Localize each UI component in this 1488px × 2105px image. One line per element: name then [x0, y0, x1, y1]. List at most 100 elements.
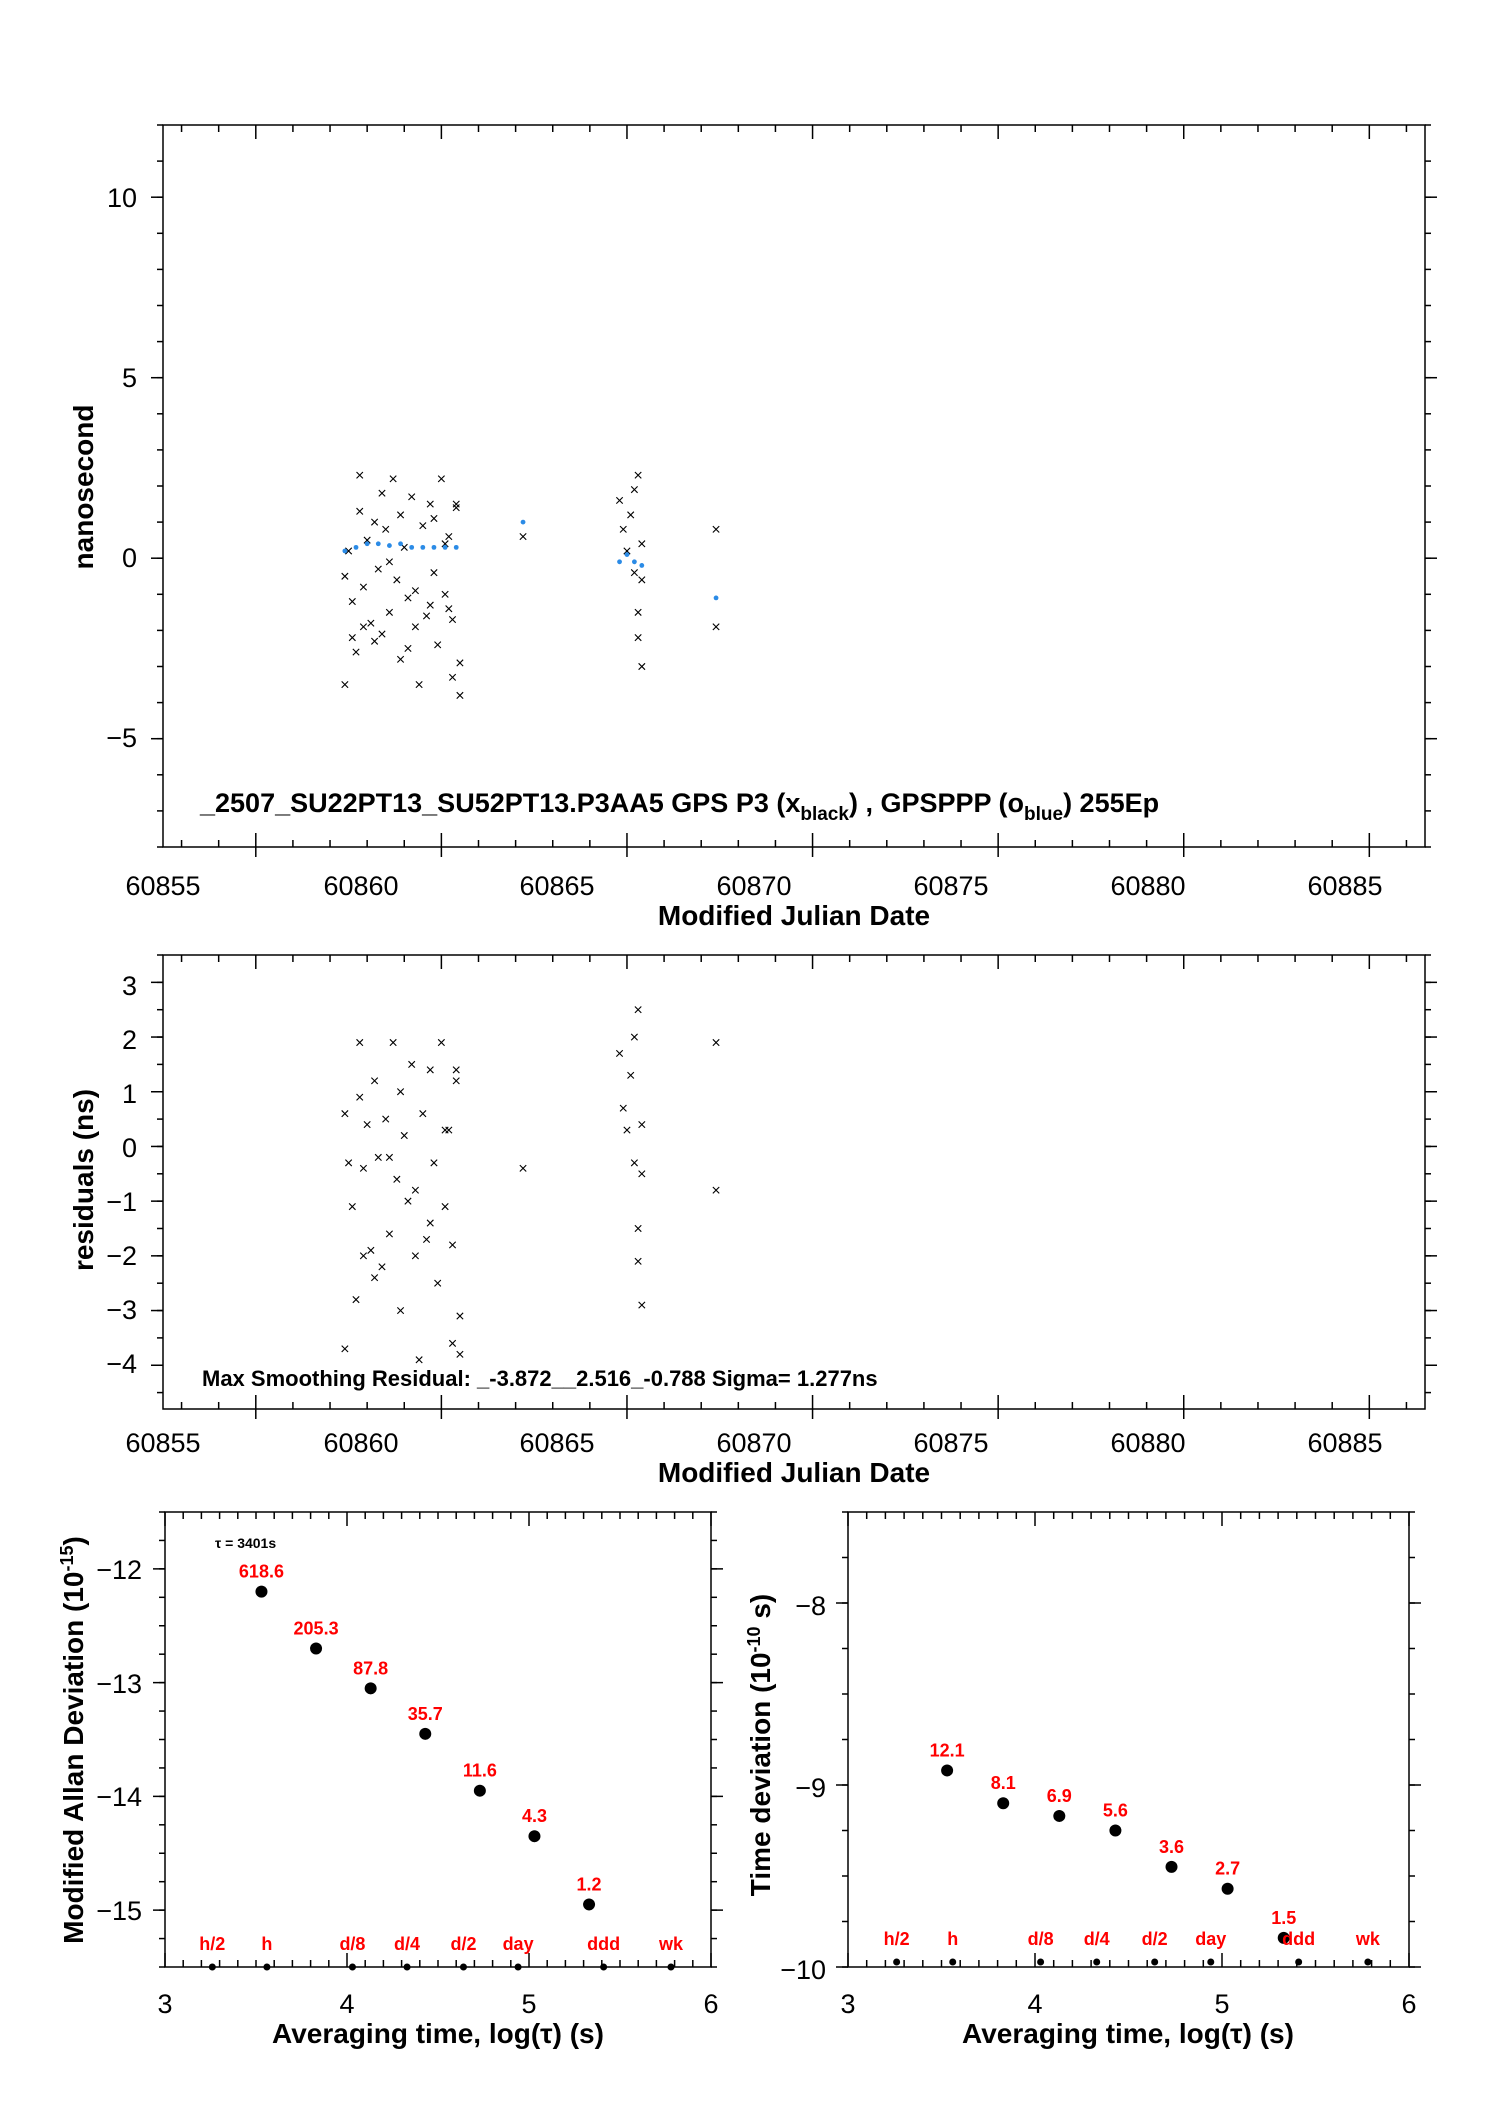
point-0-4 — [352, 1296, 360, 1304]
point-0-53 — [627, 511, 635, 519]
panel2-ytick-0: 3 — [122, 971, 137, 1001]
point-0-13 — [382, 525, 390, 533]
marker-dot-ddd — [600, 1963, 608, 1971]
deviation-point-3 — [1109, 1824, 1122, 1837]
point-0-12 — [378, 1263, 386, 1271]
deviation-point-5 — [1221, 1882, 1234, 1895]
panel1-ticks — [151, 124, 1437, 857]
panel2-ytick-7: −4 — [106, 1349, 137, 1379]
deviation-label-1: 8.1 — [991, 1773, 1016, 1793]
panel1-xtick-6: 60885 — [1307, 871, 1382, 901]
panel2-xlabel: Modified Julian Date — [658, 1457, 930, 1488]
point-0-27 — [434, 1279, 442, 1287]
point-0-40 — [396, 1088, 405, 1096]
deviation-label-3: 35.7 — [408, 1704, 443, 1724]
panel1-ytick-1: 5 — [122, 363, 137, 393]
point-0-11 — [374, 1153, 382, 1161]
point-0-17 — [396, 1306, 405, 1315]
marker-dot-day — [1207, 1958, 1215, 1966]
panel-timeseries: 60855 60860 60865 60870 60875 60880 6088… — [68, 124, 1437, 931]
panel1-ytick-0: 10 — [107, 183, 137, 213]
marker-label-ddd: ddd — [587, 1934, 620, 1954]
panel3-ytick-2: −14 — [96, 1782, 142, 1812]
marker-label-d/2: d/2 — [1142, 1929, 1168, 1949]
point-0-35 — [452, 500, 460, 508]
deviation-label-1: 205.3 — [294, 1619, 339, 1639]
point-1-6 — [409, 544, 415, 550]
marker-label-wk: wk — [658, 1934, 684, 1954]
marker-dot-d/4 — [403, 1963, 411, 1971]
point-0-33 — [456, 659, 464, 667]
point-1-14 — [631, 559, 637, 565]
point-0-38 — [370, 637, 379, 645]
deviation-label-2: 6.9 — [1047, 1786, 1072, 1806]
point-0-31 — [448, 1339, 457, 1347]
deviation-point-6 — [1277, 1931, 1290, 1944]
point-0-59 — [630, 486, 638, 494]
panel1-points — [341, 471, 720, 699]
point-0-50 — [615, 496, 624, 505]
point-0-42 — [426, 1219, 434, 1227]
point-0-0 — [341, 572, 349, 580]
point-0-33 — [456, 1312, 464, 1320]
marker-dot-d/8 — [1037, 1958, 1045, 1966]
point-1-2 — [364, 541, 370, 547]
point-0-23 — [419, 522, 427, 530]
point-0-53 — [638, 1170, 646, 1178]
point-0-6 — [356, 507, 364, 515]
marker-label-h: h — [947, 1929, 958, 1949]
marker-dot-d/8 — [348, 1963, 356, 1971]
point-1-11 — [520, 519, 526, 525]
panel1-info: _2507_SU22PT13_SU52PT13.P3AA5 GPS P3 (xb… — [199, 788, 1159, 825]
deviation-point-1 — [997, 1797, 1010, 1810]
deviation-point-2 — [1053, 1809, 1066, 1822]
panel2-ytick-3: 0 — [122, 1133, 137, 1163]
point-1-1 — [353, 544, 359, 550]
deviation-label-6: 1.2 — [577, 1874, 602, 1894]
point-0-41 — [411, 623, 419, 631]
point-0-24 — [422, 1235, 431, 1244]
panel4-ticks — [836, 1511, 1421, 1968]
panel3-xtick-3: 6 — [703, 1989, 718, 2019]
point-0-52 — [638, 1301, 646, 1309]
point-0-45 — [615, 1049, 624, 1058]
point-1-9 — [442, 544, 448, 550]
point-0-43 — [441, 540, 449, 548]
point-0-26 — [430, 569, 438, 577]
point-0-36 — [448, 615, 457, 624]
point-0-57 — [638, 662, 646, 671]
point-0-13 — [382, 1115, 390, 1123]
point-0-11 — [374, 565, 382, 573]
marker-dot-h — [949, 1958, 957, 1966]
point-0-54 — [630, 1033, 638, 1041]
marker-dot-day — [514, 1963, 522, 1971]
point-0-37 — [359, 623, 368, 631]
panel2-ytick-1: 2 — [122, 1025, 137, 1055]
panel2-xtick-1: 60860 — [323, 1428, 398, 1458]
point-1-5 — [398, 541, 403, 547]
panel3-ylabel: Modified Allan Deviation (10-15) — [57, 1536, 89, 1944]
point-0-54 — [630, 569, 638, 577]
point-0-29 — [441, 1203, 449, 1211]
point-0-34 — [456, 691, 464, 699]
panel2-xtick-5: 60880 — [1110, 1428, 1185, 1458]
point-0-61 — [638, 540, 646, 548]
point-0-58 — [638, 576, 646, 584]
point-0-28 — [437, 475, 445, 483]
marker-label-h/2: h/2 — [884, 1929, 910, 1949]
panel1-ytick-2: 0 — [122, 543, 137, 573]
marker-label-day: day — [503, 1934, 534, 1954]
panel4-ylabel: Time deviation (10-10 s) — [744, 1594, 776, 1897]
point-0-1 — [341, 680, 349, 689]
point-0-7 — [359, 1164, 368, 1172]
point-0-56 — [634, 634, 642, 642]
point-0-21 — [411, 587, 419, 595]
point-0-9 — [367, 1246, 375, 1254]
deviation-label-4: 3.6 — [1159, 1837, 1184, 1857]
panel3-points: 618.6 205.3 87.8 35.7 11.6 4.3 1.2 h/2 h d/8 d/4 d/… — [199, 1562, 684, 1971]
panel4-points: 12.1 8.1 6.9 5.6 3.6 2.7 1.5 h/2 h d/8 d/4 d/2 day dd… — [884, 1740, 1381, 1966]
point-0-5 — [356, 471, 364, 479]
panel2-xtick-4: 60875 — [913, 1428, 988, 1458]
marker-label-d/8: d/8 — [1028, 1929, 1054, 1949]
point-0-38 — [370, 1274, 379, 1282]
